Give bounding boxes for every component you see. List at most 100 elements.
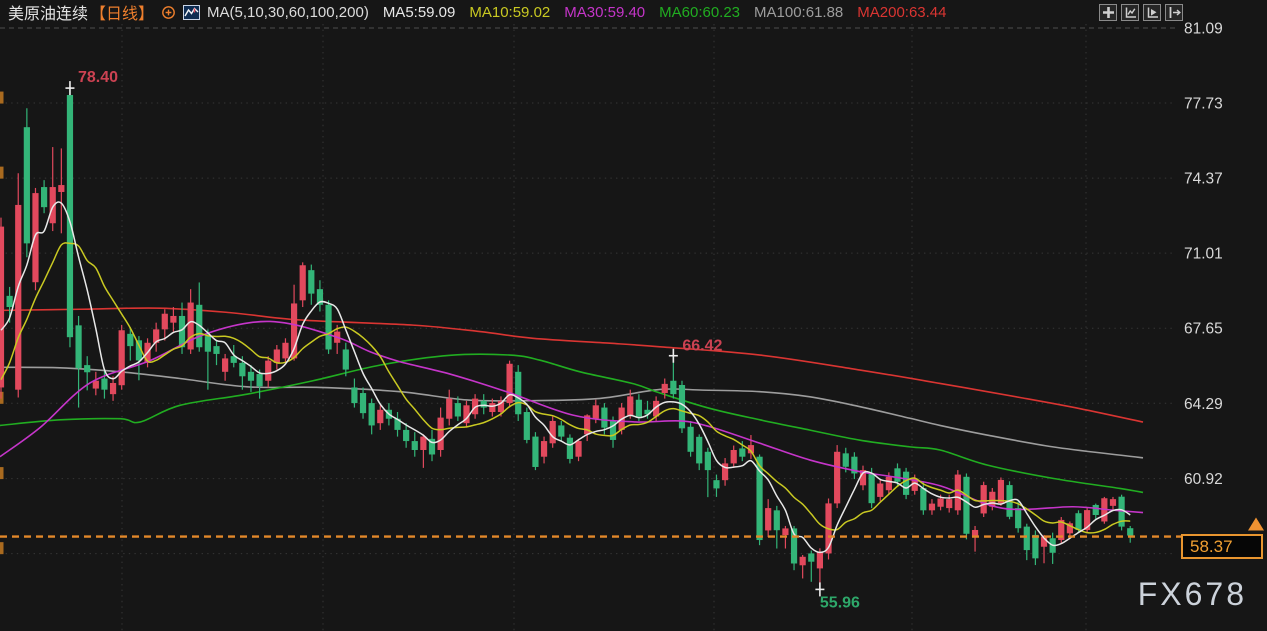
- candle: [687, 426, 694, 452]
- candle: [204, 336, 211, 352]
- candle: [971, 529, 979, 537]
- price-annotation: 78.40: [78, 69, 118, 86]
- candle: [92, 380, 99, 389]
- candle: [127, 333, 134, 347]
- candle: [756, 456, 763, 541]
- ma-lines-slow: [0, 307, 1144, 494]
- candle: [41, 187, 48, 208]
- candle: [635, 399, 642, 417]
- candle: [1023, 526, 1030, 551]
- candle: [290, 303, 298, 359]
- exit-tool-button[interactable]: [1165, 3, 1183, 21]
- chart-toolbar: [1099, 3, 1183, 21]
- move-tool-button[interactable]: [1099, 3, 1117, 21]
- candle: [549, 420, 556, 444]
- candle: [247, 371, 255, 381]
- ma5-line: [0, 201, 1131, 554]
- candle: [609, 420, 617, 440]
- candle: [282, 342, 289, 359]
- candle: [644, 409, 651, 415]
- axis-label: 67.65: [1184, 321, 1223, 338]
- candle: [523, 412, 530, 440]
- circle-plus-icon[interactable]: [161, 5, 176, 20]
- price-annotation: 66.42: [682, 338, 722, 355]
- symbol-name: 美原油连续: [8, 6, 89, 23]
- candle: [885, 476, 892, 491]
- current-price-tag: 58.37: [1181, 534, 1263, 559]
- candle: [747, 445, 755, 454]
- candle: [515, 371, 522, 415]
- chart-header: 美原油连续 【日线】 MA(5,10,30,60,100,200) MA5:59…: [0, 0, 1267, 24]
- candle: [859, 470, 867, 486]
- ma100-value: MA100:61.88: [754, 3, 844, 21]
- ma10-value: MA10:59.02: [469, 3, 551, 21]
- candle: [782, 528, 789, 536]
- candle: [696, 436, 703, 464]
- candle: [911, 478, 918, 491]
- candle: [963, 476, 970, 534]
- candle: [816, 551, 823, 569]
- candle: [627, 396, 634, 416]
- candle: [980, 485, 987, 514]
- candle: [704, 451, 711, 471]
- candle: [532, 436, 539, 467]
- ma30-line: [0, 320, 1144, 514]
- candle: [308, 270, 315, 294]
- candle: [178, 315, 186, 348]
- ma60-value: MA60:60.23: [659, 3, 741, 21]
- candle: [842, 453, 849, 467]
- axis-label: 64.29: [1184, 396, 1223, 413]
- period-label: 【日线】: [90, 6, 155, 23]
- candle: [946, 499, 953, 509]
- scale-zigzag-button[interactable]: [1121, 3, 1139, 21]
- ma-params-label: MA(5,10,30,60,100,200): [207, 3, 369, 21]
- candle: [342, 349, 349, 370]
- candle: [49, 187, 56, 224]
- candle: [420, 436, 427, 451]
- candle: [808, 553, 815, 562]
- ma5-value: MA5:59.09: [382, 3, 456, 21]
- candle: [1066, 523, 1073, 534]
- candle: [928, 503, 936, 511]
- candle: [454, 403, 461, 417]
- candle: [894, 468, 901, 482]
- candle: [15, 204, 22, 390]
- candle: [6, 295, 13, 308]
- candle: [351, 387, 358, 404]
- candle: [1127, 528, 1134, 536]
- watermark: FX678: [1137, 576, 1247, 612]
- scale-triangle-button[interactable]: [1143, 3, 1161, 21]
- candle: [32, 193, 39, 283]
- candle: [101, 378, 108, 390]
- price-annotation: 55.96: [820, 594, 860, 611]
- candle: [265, 360, 272, 381]
- candle: [187, 302, 194, 350]
- candle: [394, 418, 401, 430]
- ma200-value: MA200:63.44: [857, 3, 947, 21]
- candle: [109, 382, 117, 395]
- axis-label: 81.09: [1184, 21, 1223, 38]
- candle: [299, 265, 306, 301]
- candle: [463, 405, 470, 424]
- kline-chart-icon[interactable]: [183, 4, 201, 20]
- candle: [75, 325, 82, 369]
- candle: [489, 403, 496, 413]
- candle: [575, 441, 582, 457]
- candle: [558, 425, 565, 437]
- candle: [118, 330, 125, 386]
- gridlines: [0, 24, 1176, 631]
- candle: [661, 383, 668, 394]
- candle: [359, 393, 367, 414]
- candle: [135, 340, 143, 361]
- axis-label: 71.01: [1184, 246, 1223, 263]
- candle: [1109, 499, 1117, 506]
- candle: [239, 362, 246, 377]
- candle: [161, 313, 168, 330]
- candle: [368, 403, 375, 426]
- candle: [506, 363, 513, 404]
- candle: [721, 463, 729, 481]
- candle: [1040, 536, 1048, 547]
- candle: [153, 329, 160, 343]
